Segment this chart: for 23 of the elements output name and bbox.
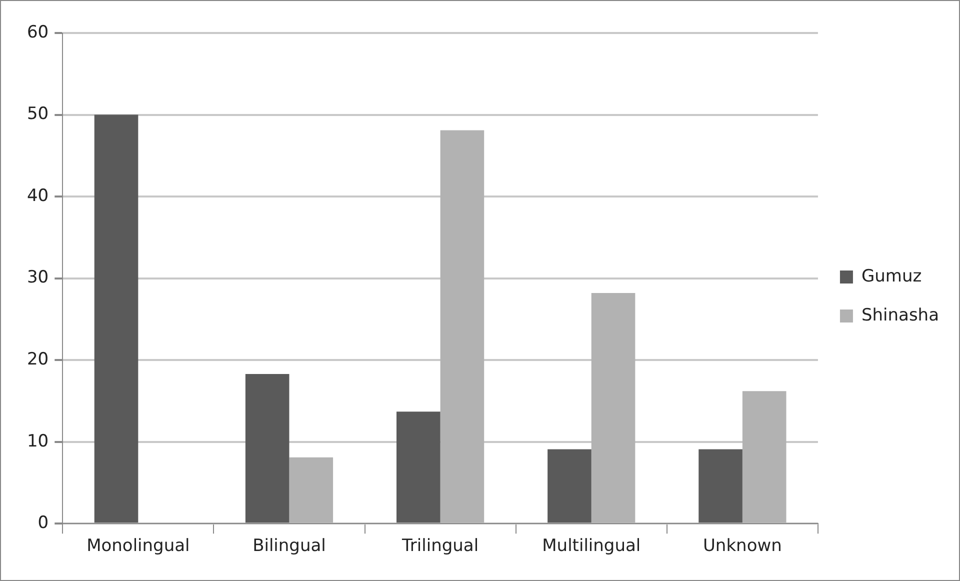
y-tick-label: 50 <box>26 104 49 124</box>
y-tick-label: 30 <box>26 268 49 288</box>
bar <box>742 391 786 523</box>
x-tick-label: Unknown <box>702 536 782 556</box>
bar <box>591 293 636 523</box>
bar <box>245 374 290 523</box>
bar <box>440 130 484 523</box>
y-tick-label: 0 <box>38 513 49 534</box>
bar <box>698 449 742 523</box>
x-tick-label: Multilingual <box>542 536 641 556</box>
y-tick-label: 40 <box>26 186 49 206</box>
bar <box>548 449 592 523</box>
bar <box>396 412 440 523</box>
y-tick-label: 60 <box>26 22 49 42</box>
bar <box>289 457 334 523</box>
y-tick-label: 10 <box>26 431 49 452</box>
x-tick-label: Monolingual <box>86 536 190 556</box>
x-tick-label: Trilingual <box>401 536 479 556</box>
bar <box>94 114 138 523</box>
legend-label: Gumuz <box>861 266 922 286</box>
legend-label: Shinasha <box>861 305 939 326</box>
y-tick-label: 20 <box>26 349 49 370</box>
x-tick-label: Bilingual <box>252 536 326 556</box>
